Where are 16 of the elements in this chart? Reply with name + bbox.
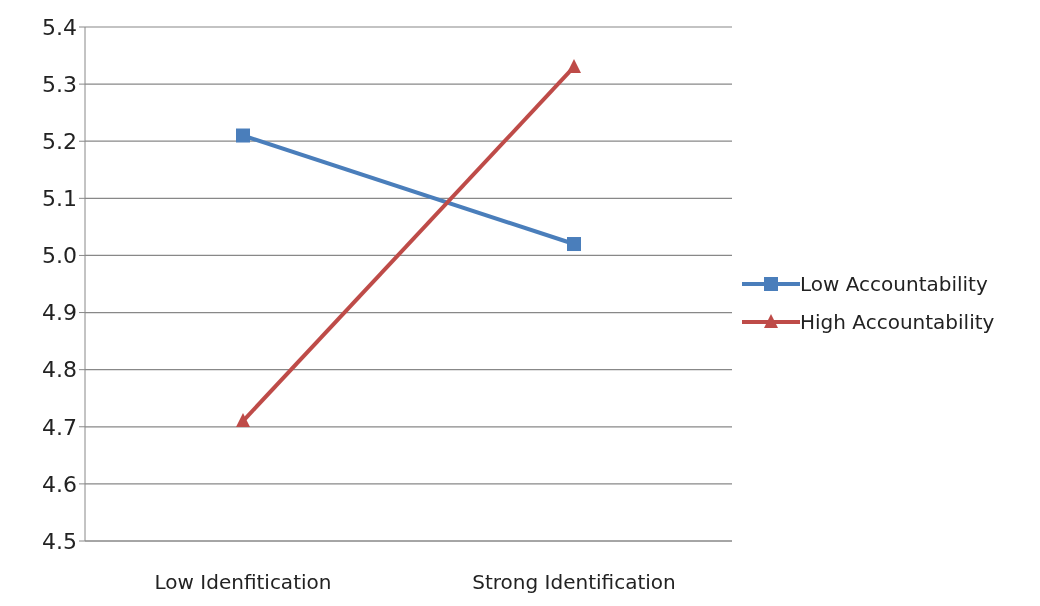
x-tick-label: Strong Identification [472,570,676,595]
y-tick-label: 5.4 [42,14,77,40]
point [236,128,250,143]
y-tick-label: 4.6 [42,471,77,497]
legend-label: Low Accountability [800,272,988,296]
y-tick-label: 4.5 [42,528,77,554]
y-tick-label: 5.0 [42,243,77,269]
y-tick-label: 4.9 [42,300,77,326]
x-tick-label: Low Idenfitication [154,570,332,595]
y-tick-label: 5.2 [42,129,77,155]
legend-label: High Accountability [800,310,995,334]
y-tick-label: 5.1 [42,186,77,212]
point [567,237,581,252]
y-tick-label: 4.8 [42,357,77,383]
y-tick-label: 5.3 [42,71,77,97]
y-tick-label: 4.7 [42,414,77,440]
